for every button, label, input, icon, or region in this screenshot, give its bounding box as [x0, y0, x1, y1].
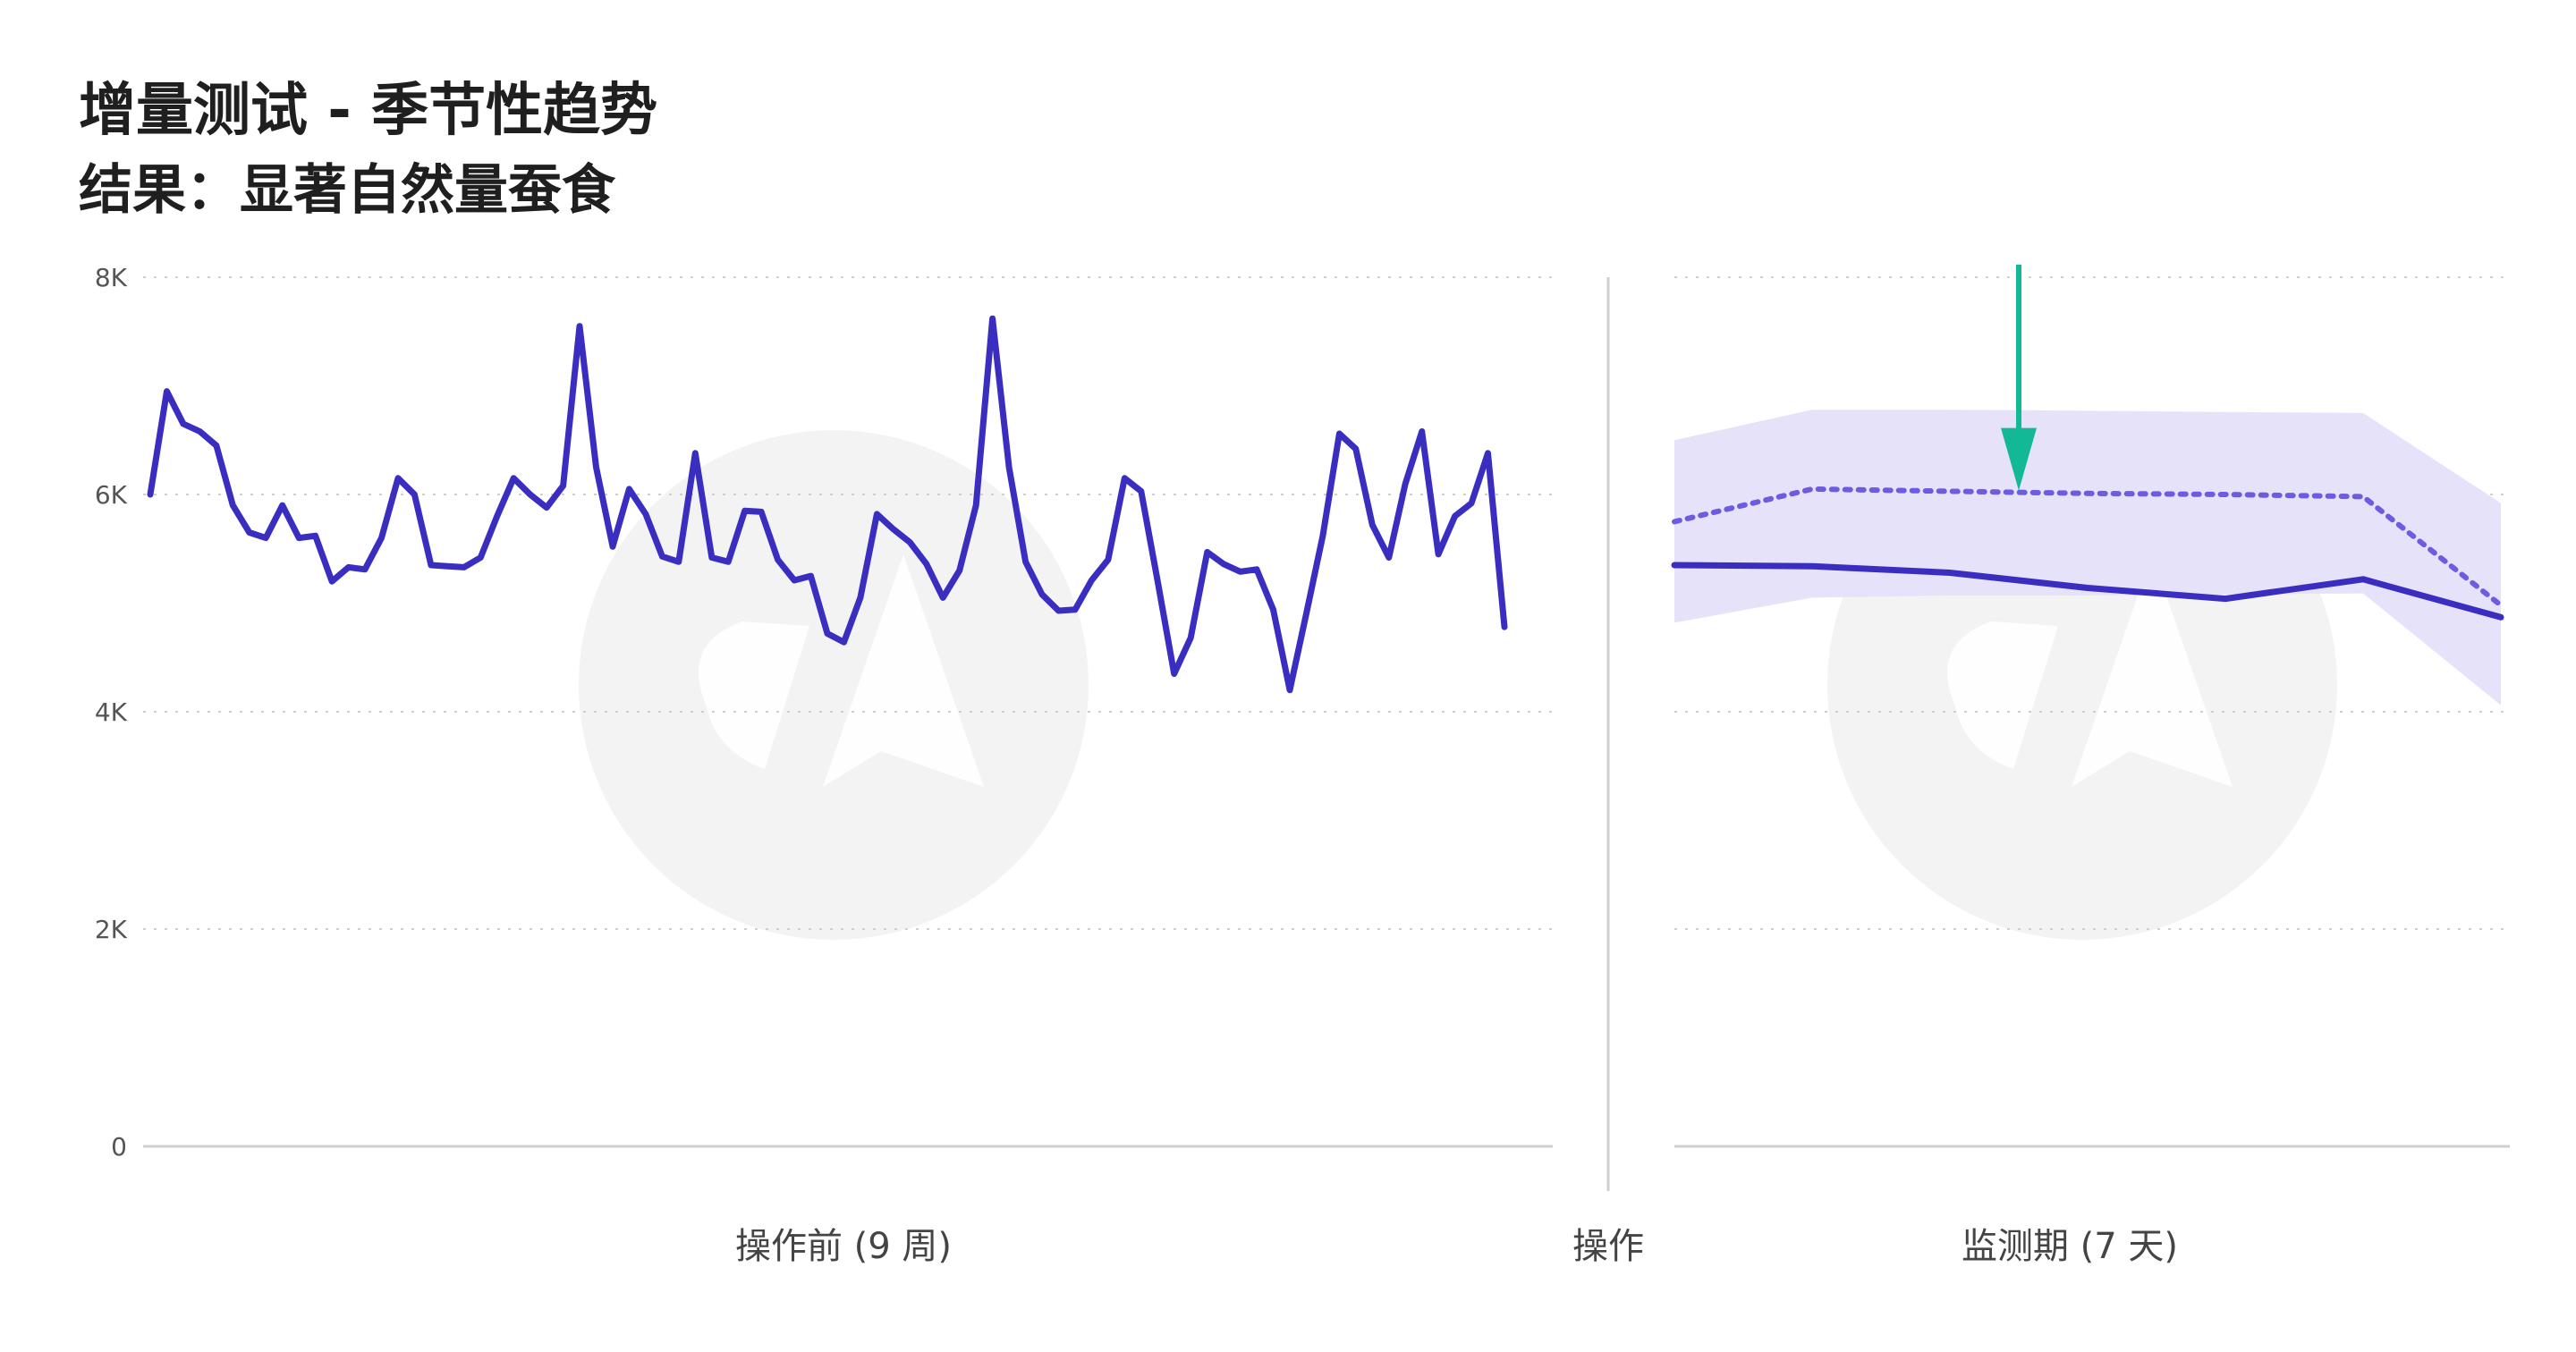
confidence-band	[1674, 410, 2501, 706]
y-tick-label: 2K	[95, 915, 128, 944]
chart-subtitle: 结果：显著自然量蚕食	[79, 159, 615, 222]
pre-period-xlabel: 操作前 (9 周)	[735, 1226, 952, 1267]
y-tick-label: 6K	[95, 480, 128, 510]
arrow-head	[2001, 427, 2037, 491]
y-axis-ticks: 0 2K 4K 6K 8K	[95, 263, 128, 1162]
pre-period-plot	[147, 315, 1508, 694]
y-tick-label: 4K	[95, 697, 128, 727]
grid-right	[1674, 276, 2510, 1148]
expected-baseline-line	[1672, 486, 2504, 608]
chart-title: 增量测试 - 季节性趋势	[79, 78, 658, 144]
monitoring-plot	[1671, 265, 2504, 706]
watermark-logo-left	[579, 430, 1089, 940]
monitoring-xlabel: 监测期 (7 天)	[1962, 1226, 2178, 1267]
actual-line	[1671, 562, 2504, 621]
pre-period-line	[147, 315, 1508, 694]
y-tick-label: 8K	[95, 263, 128, 292]
grid-left	[143, 276, 1553, 1148]
y-tick-label: 0	[111, 1132, 127, 1162]
action-label: 操作	[1572, 1226, 1644, 1267]
